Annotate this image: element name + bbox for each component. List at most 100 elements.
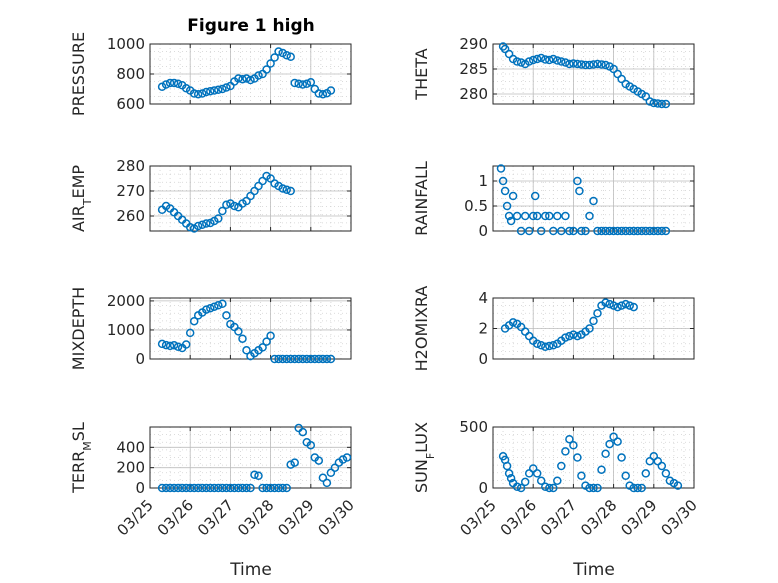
data-point xyxy=(242,74,251,83)
data-point xyxy=(528,55,538,65)
data-point xyxy=(573,453,582,462)
data-point xyxy=(541,55,550,64)
data-point xyxy=(165,341,175,351)
data-point xyxy=(185,223,195,232)
data-point xyxy=(193,483,203,493)
data-point xyxy=(214,214,223,223)
data-point xyxy=(270,354,279,364)
y-tick-label: 0 xyxy=(135,479,145,497)
data-point xyxy=(565,434,574,444)
axes-box xyxy=(492,43,695,105)
data-point xyxy=(278,184,287,193)
data-point xyxy=(189,316,199,326)
data-point xyxy=(218,206,227,216)
data-point xyxy=(661,469,671,478)
data-point xyxy=(238,334,247,343)
data-point xyxy=(326,86,336,95)
data-point xyxy=(326,354,336,364)
data-point xyxy=(242,483,251,493)
subplot-5: 0 1000 2000 MIXDEPTH xyxy=(69,287,352,370)
data-point xyxy=(206,303,215,313)
data-point xyxy=(342,453,352,462)
axes-box xyxy=(149,165,352,232)
data-point xyxy=(613,69,622,79)
data-point xyxy=(573,59,582,69)
data-point xyxy=(520,477,530,487)
data-point xyxy=(222,483,231,493)
data-point xyxy=(306,78,316,87)
data-point xyxy=(629,226,638,236)
data-point xyxy=(589,483,598,493)
data-point xyxy=(581,226,590,236)
data-series xyxy=(157,423,352,493)
data-point xyxy=(557,57,566,66)
y-label-main: AIR xyxy=(69,205,88,232)
data-point xyxy=(617,226,626,236)
data-point xyxy=(282,483,291,493)
data-point xyxy=(161,80,171,89)
data-point xyxy=(593,59,602,69)
y-tick-label: 1000 xyxy=(107,35,145,53)
data-point xyxy=(290,78,299,88)
y-axis-label: MIXDEPTH xyxy=(69,287,88,370)
data-point xyxy=(512,211,522,221)
data-point xyxy=(617,74,626,84)
data-point xyxy=(633,226,642,236)
data-point xyxy=(597,60,606,69)
data-point xyxy=(298,80,308,89)
y-label-main: THETA xyxy=(412,48,431,100)
data-point xyxy=(597,465,606,474)
y-tick-label: 270 xyxy=(116,182,145,200)
data-point xyxy=(214,301,223,310)
data-point xyxy=(549,54,558,64)
data-point xyxy=(242,346,251,355)
data-point xyxy=(609,64,618,74)
data-point xyxy=(528,211,538,221)
data-point xyxy=(569,59,578,68)
data-point xyxy=(274,354,283,364)
data-point xyxy=(661,99,671,109)
data-point xyxy=(250,186,259,196)
data-point xyxy=(266,483,275,493)
data-point xyxy=(593,483,602,493)
data-point xyxy=(262,483,271,493)
data-point xyxy=(585,324,594,333)
data-point xyxy=(541,211,550,221)
y-tick-label: 290 xyxy=(459,35,488,53)
data-point xyxy=(496,164,506,173)
data-point xyxy=(254,471,263,481)
data-point xyxy=(165,78,175,88)
data-point xyxy=(161,483,171,493)
y-axis-label: TERRMSL xyxy=(69,422,94,494)
subplot-2: 280 285 290 THETA xyxy=(412,35,695,109)
data-point xyxy=(524,57,534,66)
y-tick-label: 260 xyxy=(116,207,145,225)
data-point xyxy=(214,483,223,493)
data-point xyxy=(541,482,550,492)
data-point xyxy=(306,441,316,450)
data-point xyxy=(330,463,340,472)
data-point xyxy=(222,200,231,210)
data-point xyxy=(314,456,324,465)
data-point xyxy=(516,483,526,493)
data-point xyxy=(653,226,663,236)
data-point xyxy=(500,44,510,54)
data-point xyxy=(266,174,275,183)
data-point xyxy=(565,59,574,69)
data-point xyxy=(193,90,203,99)
data-point xyxy=(314,354,324,364)
data-point xyxy=(585,483,594,493)
data-point xyxy=(553,476,562,485)
data-point xyxy=(206,218,215,228)
major-grid xyxy=(150,427,351,488)
y-axis-label: PRESSURE xyxy=(69,32,88,116)
data-point xyxy=(516,226,526,236)
data-point xyxy=(294,79,303,89)
data-point xyxy=(553,56,562,65)
data-point xyxy=(589,60,598,69)
data-point xyxy=(214,85,223,95)
y-axis-label: RAINFALL xyxy=(412,161,431,236)
data-point xyxy=(198,483,207,493)
data-point xyxy=(504,49,514,59)
data-point xyxy=(157,483,167,493)
